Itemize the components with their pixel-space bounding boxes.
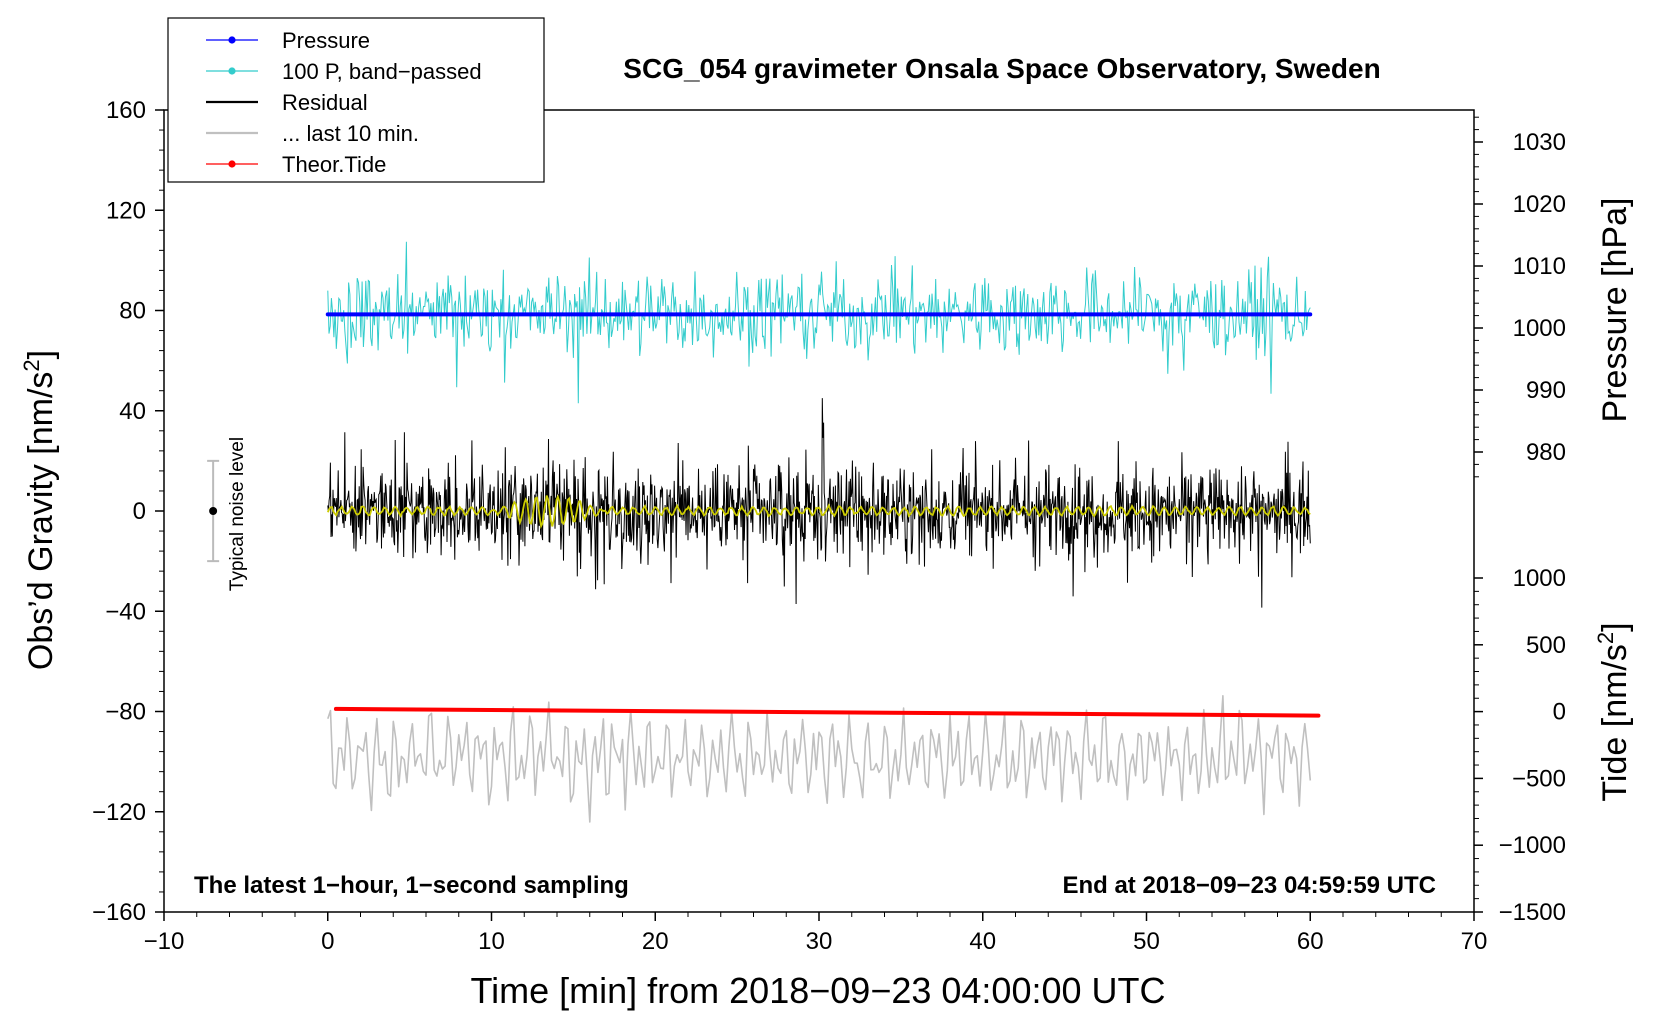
- x-tick-label: 30: [806, 928, 833, 955]
- legend-label-last10: ... last 10 min.: [282, 121, 419, 146]
- annotation-end-time: End at 2018−09−23 04:59:59 UTC: [1062, 872, 1436, 899]
- tide-tick-label: −500: [1512, 765, 1566, 792]
- y-axis-title-gravity-close: ]: [22, 350, 60, 359]
- legend-marker-tide: [228, 160, 236, 168]
- chart-title: SCG_054 gravimeter Onsala Space Observat…: [623, 53, 1380, 84]
- x-tick-label: 0: [321, 928, 334, 955]
- x-tick-label: −10: [144, 928, 185, 955]
- annotation-sampling: The latest 1−hour, 1−second sampling: [194, 872, 629, 899]
- y-tick-label: −120: [92, 799, 146, 826]
- tide-tick-label: 1000: [1513, 565, 1566, 592]
- y-tick-label: 120: [106, 197, 146, 224]
- pressure-tick-label: 980: [1526, 439, 1566, 466]
- y-axis-title-gravity: Obs’d Gravity [nm/s2]: [19, 350, 60, 670]
- series-pressure-bandpassed: [327, 241, 1311, 404]
- pressure-tick-label: 1030: [1513, 129, 1566, 156]
- pressure-tick-label: 1020: [1513, 191, 1566, 218]
- x-tick-label: 20: [642, 928, 669, 955]
- x-tick-label: 70: [1461, 928, 1488, 955]
- series-layers: [325, 241, 1321, 823]
- y-axis-title-pressure: Pressure [hPa]: [1596, 198, 1634, 423]
- y-tick-label: −40: [105, 598, 146, 625]
- legend-item-bandpassed: 100 P, band−passed: [206, 59, 482, 84]
- y-axis-title-gravity-sup: 2: [19, 359, 44, 371]
- tide-tick-label: −1000: [1499, 832, 1566, 859]
- y-axis-title-gravity-main: Obs’d Gravity [nm/s: [22, 372, 60, 671]
- legend-label-tide: Theor.Tide: [282, 152, 386, 177]
- noise-label: Typical noise level: [227, 437, 248, 591]
- y-axis-title-tide-main: Tide [nm/s: [1596, 644, 1634, 801]
- legend-item-tide: Theor.Tide: [206, 152, 386, 177]
- x-tick-label: 50: [1133, 928, 1160, 955]
- y-tick-label: 0: [133, 498, 146, 525]
- x-axis: −10 0 10 20 30 40 50 60 70: [144, 912, 1488, 955]
- y-tick-label: −160: [92, 899, 146, 926]
- y-tick-label: −80: [105, 699, 146, 726]
- legend-item-pressure: Pressure: [206, 28, 370, 53]
- pressure-tick-label: 1000: [1513, 315, 1566, 342]
- y-tick-label: 80: [119, 298, 146, 325]
- series-residual: [327, 398, 1311, 608]
- x-tick-label: 10: [478, 928, 505, 955]
- noise-indicator: Typical noise level: [207, 437, 248, 591]
- series-theor-tide: [333, 706, 1321, 718]
- tide-tick-label: 0: [1553, 699, 1566, 726]
- y-axis-title-tide-close: ]: [1596, 622, 1634, 631]
- y-axis-tide: 1000 500 0 −500 −1000 −1500: [1474, 565, 1566, 926]
- y-axis-title-tide-sup: 2: [1593, 632, 1618, 644]
- noise-bar-center-dot: [209, 507, 218, 515]
- y-axis-gravity: 160 120 80 40 0 −40 −80 −120 −160: [92, 97, 164, 926]
- legend-label-residual: Residual: [282, 90, 368, 115]
- y-axis-pressure: 1030 1020 1010 1000 990 980: [1474, 116, 1566, 478]
- pressure-tick-label: 1010: [1513, 253, 1566, 280]
- legend-label-bandpassed: 100 P, band−passed: [282, 59, 482, 84]
- legend-marker-pressure: [228, 36, 236, 44]
- tide-tick-label: 500: [1526, 632, 1566, 659]
- pressure-tick-label: 990: [1526, 377, 1566, 404]
- series-last-10-min: [327, 695, 1312, 823]
- legend: Pressure 100 P, band−passed Residual ...…: [167, 17, 545, 183]
- legend-item-last10: ... last 10 min.: [206, 121, 419, 146]
- legend-item-residual: Residual: [206, 90, 368, 115]
- x-axis-title: Time [min] from 2018−09−23 04:00:00 UTC: [470, 970, 1165, 1011]
- legend-label-pressure: Pressure: [282, 28, 370, 53]
- y-tick-label: 40: [119, 398, 146, 425]
- y-axis-title-tide: Tide [nm/s2]: [1593, 622, 1634, 801]
- x-tick-label: 40: [969, 928, 996, 955]
- legend-box: [167, 17, 545, 183]
- y-tick-label: 160: [106, 97, 146, 124]
- series-residual-filtered: [326, 494, 1311, 530]
- tide-tick-label: −1500: [1499, 899, 1566, 926]
- legend-marker-bandpassed: [228, 67, 236, 75]
- x-tick-label: 60: [1297, 928, 1324, 955]
